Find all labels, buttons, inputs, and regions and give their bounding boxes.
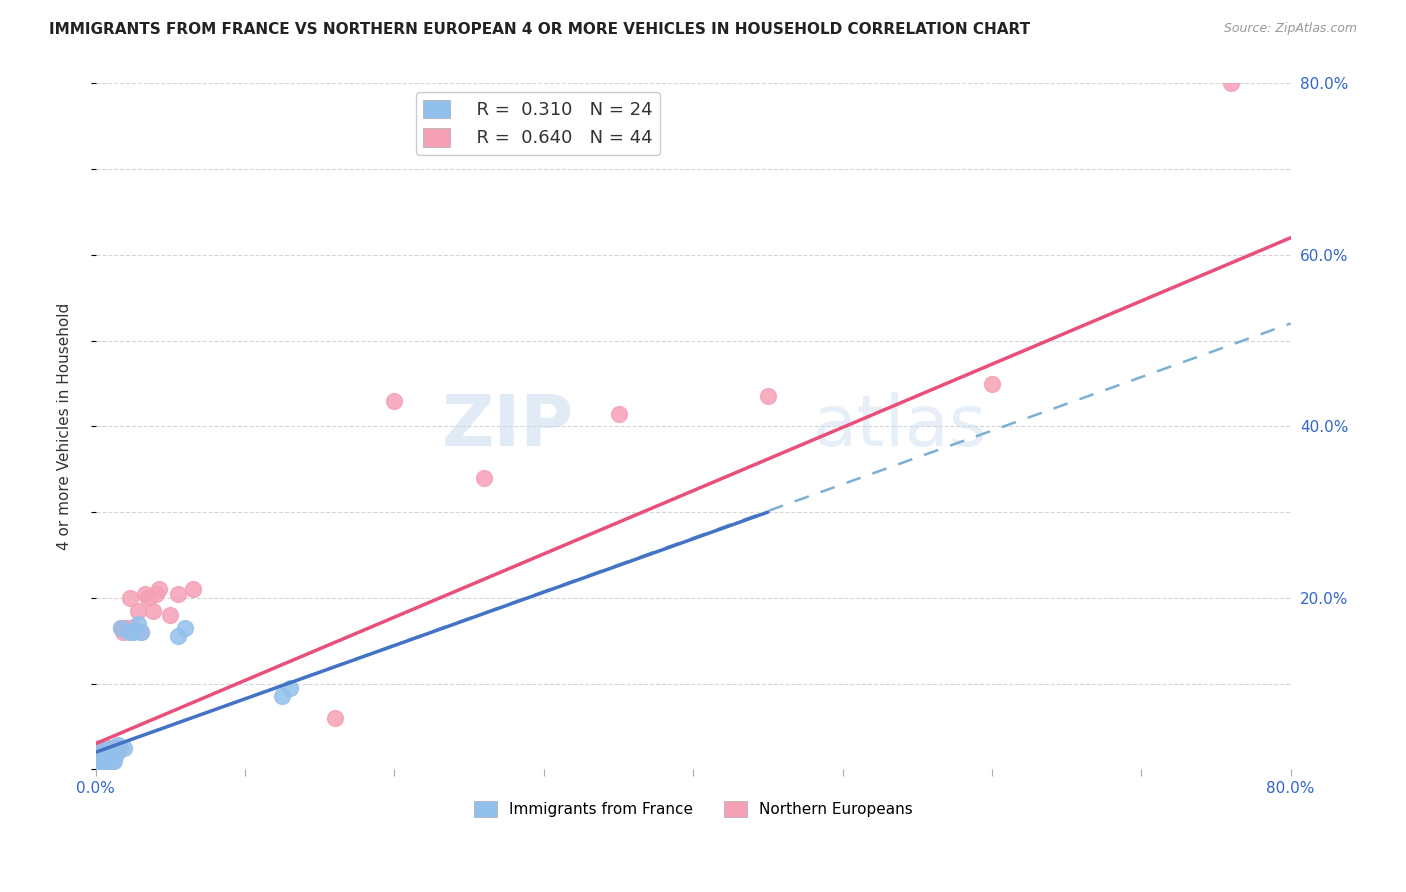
Point <box>110 621 132 635</box>
Point <box>122 625 145 640</box>
Point <box>107 743 129 757</box>
Point <box>129 625 152 640</box>
Point <box>100 749 122 764</box>
Point <box>181 582 204 597</box>
Point <box>100 740 122 755</box>
Point <box>117 625 139 640</box>
Point <box>756 389 779 403</box>
Text: IMMIGRANTS FROM FRANCE VS NORTHERN EUROPEAN 4 OR MORE VEHICLES IN HOUSEHOLD CORR: IMMIGRANTS FROM FRANCE VS NORTHERN EUROP… <box>49 22 1031 37</box>
Point <box>89 756 111 770</box>
Point <box>278 681 301 695</box>
Point <box>117 621 139 635</box>
Point <box>98 745 121 759</box>
Point <box>90 747 112 761</box>
Point <box>86 749 108 764</box>
Text: atlas: atlas <box>813 392 987 461</box>
Point <box>94 745 117 759</box>
Point <box>1219 77 1241 91</box>
Point <box>114 621 136 635</box>
Point <box>94 745 117 759</box>
Point <box>91 749 114 764</box>
Point <box>167 586 190 600</box>
Point <box>271 690 294 704</box>
Point <box>167 629 190 643</box>
Text: ZIP: ZIP <box>441 392 574 461</box>
Point <box>980 376 1002 391</box>
Point <box>122 621 145 635</box>
Point <box>91 743 114 757</box>
Point <box>148 582 170 597</box>
Point <box>87 745 110 759</box>
Point <box>98 743 121 757</box>
Point <box>108 740 131 755</box>
Point <box>607 407 630 421</box>
Point <box>141 604 163 618</box>
Point <box>96 740 118 755</box>
Point <box>104 747 127 761</box>
Point <box>136 591 159 605</box>
Point <box>105 745 128 759</box>
Point <box>112 621 135 635</box>
Point <box>159 607 181 622</box>
Point <box>101 740 124 755</box>
Legend: Immigrants from France, Northern Europeans: Immigrants from France, Northern Europea… <box>468 795 918 823</box>
Point <box>97 743 120 757</box>
Point <box>384 393 406 408</box>
Point <box>97 747 120 761</box>
Point <box>104 749 127 764</box>
Point <box>103 743 125 757</box>
Point <box>96 756 118 770</box>
Point <box>134 586 156 600</box>
Point <box>96 749 118 764</box>
Y-axis label: 4 or more Vehicles in Household: 4 or more Vehicles in Household <box>58 302 72 550</box>
Point <box>107 739 129 753</box>
Point <box>472 471 495 485</box>
Point <box>105 745 128 759</box>
Point <box>111 625 134 640</box>
Point <box>112 740 135 755</box>
Point <box>323 711 346 725</box>
Point <box>129 625 152 640</box>
Point <box>87 740 110 755</box>
Point <box>90 756 112 770</box>
Text: Source: ZipAtlas.com: Source: ZipAtlas.com <box>1223 22 1357 36</box>
Point <box>127 604 149 618</box>
Point <box>103 754 125 768</box>
Point <box>174 621 197 635</box>
Point <box>110 621 132 635</box>
Point <box>105 740 128 755</box>
Point <box>89 752 111 766</box>
Point <box>101 745 124 759</box>
Point <box>120 591 142 605</box>
Point <box>100 756 122 770</box>
Point <box>91 749 114 764</box>
Point <box>127 616 149 631</box>
Point <box>145 586 167 600</box>
